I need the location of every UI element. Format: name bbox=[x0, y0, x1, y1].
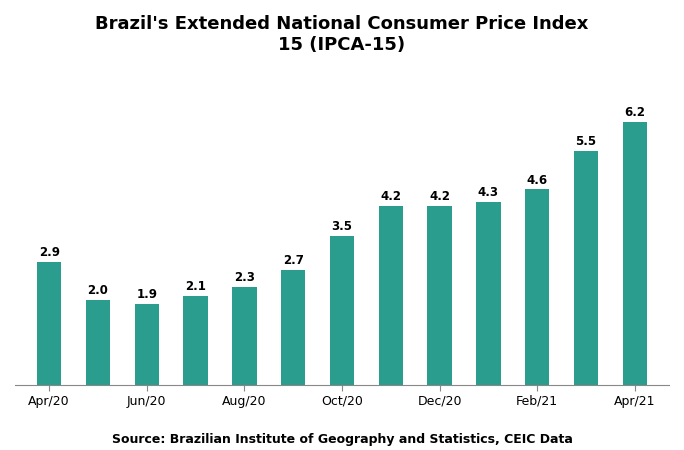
Bar bbox=[86, 300, 110, 385]
Bar bbox=[281, 270, 305, 385]
Text: 2.0: 2.0 bbox=[88, 284, 108, 297]
Bar bbox=[232, 287, 256, 385]
Text: 1.9: 1.9 bbox=[136, 288, 157, 301]
Text: 4.6: 4.6 bbox=[527, 174, 548, 186]
Bar bbox=[622, 122, 647, 385]
Text: 4.2: 4.2 bbox=[380, 190, 402, 203]
Text: Source: Brazilian Institute of Geography and Statistics, CEIC Data: Source: Brazilian Institute of Geography… bbox=[111, 432, 573, 446]
Text: 2.1: 2.1 bbox=[185, 279, 206, 292]
Text: 2.7: 2.7 bbox=[282, 254, 304, 267]
Title: Brazil's Extended National Consumer Price Index
15 (IPCA-15): Brazil's Extended National Consumer Pric… bbox=[95, 15, 589, 54]
Text: 2.9: 2.9 bbox=[39, 246, 60, 259]
Bar bbox=[135, 304, 159, 385]
Text: 3.5: 3.5 bbox=[332, 220, 352, 233]
Text: 4.3: 4.3 bbox=[478, 186, 499, 199]
Bar bbox=[525, 189, 549, 385]
Bar bbox=[428, 207, 452, 385]
Text: 4.2: 4.2 bbox=[429, 190, 450, 203]
Bar bbox=[574, 151, 598, 385]
Bar bbox=[476, 202, 501, 385]
Bar bbox=[183, 296, 208, 385]
Text: 6.2: 6.2 bbox=[624, 106, 645, 119]
Text: 2.3: 2.3 bbox=[234, 271, 255, 284]
Bar bbox=[330, 236, 354, 385]
Text: 5.5: 5.5 bbox=[575, 135, 596, 148]
Bar bbox=[379, 207, 403, 385]
Bar bbox=[37, 261, 62, 385]
